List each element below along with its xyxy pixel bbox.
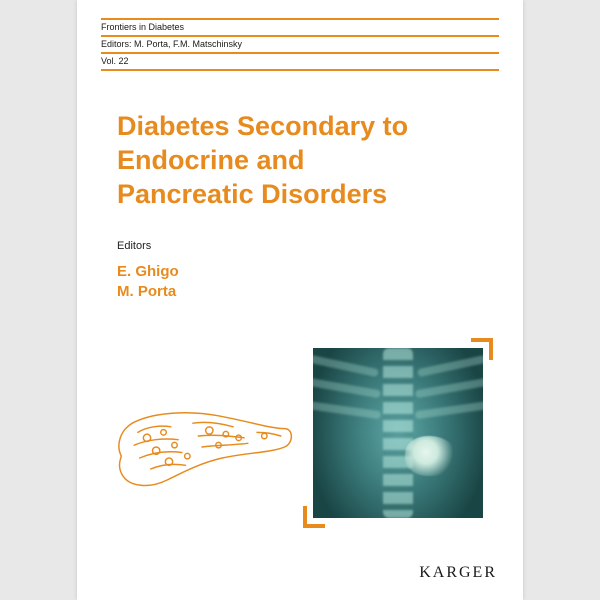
xray-calcification — [405, 436, 457, 476]
title-line-2: Endocrine and — [117, 144, 483, 178]
editors-block: Editors E. Ghigo M. Porta — [117, 240, 179, 303]
cover-art — [101, 338, 499, 538]
editors-label: Editors — [117, 240, 179, 252]
xray-rib — [313, 378, 381, 399]
editor-name-1: E. Ghigo — [117, 262, 179, 282]
frame-corner-tr — [471, 338, 493, 360]
xray-rib — [313, 355, 379, 377]
xray-rib — [415, 401, 483, 419]
series-header: Frontiers in Diabetes Editors: M. Porta,… — [101, 18, 499, 71]
series-editors-row: Editors: M. Porta, F.M. Matschinsky — [101, 35, 499, 52]
editor-name-2: M. Porta — [117, 282, 179, 302]
publisher-name: KARGER — [419, 564, 497, 582]
xray-rib — [415, 378, 483, 399]
title-line-1: Diabetes Secondary to — [117, 110, 483, 144]
book-cover: Frontiers in Diabetes Editors: M. Porta,… — [77, 0, 523, 600]
xray-rib — [313, 401, 381, 419]
series-name-row: Frontiers in Diabetes — [101, 18, 499, 35]
title-block: Diabetes Secondary to Endocrine and Panc… — [117, 110, 483, 211]
xray-spine — [383, 348, 413, 518]
xray-image — [313, 348, 483, 518]
pancreas-illustration — [109, 392, 295, 502]
xray-frame — [303, 338, 493, 528]
frame-corner-bl — [303, 506, 325, 528]
volume-row: Vol. 22 — [101, 52, 499, 71]
title-line-3: Pancreatic Disorders — [117, 178, 483, 212]
